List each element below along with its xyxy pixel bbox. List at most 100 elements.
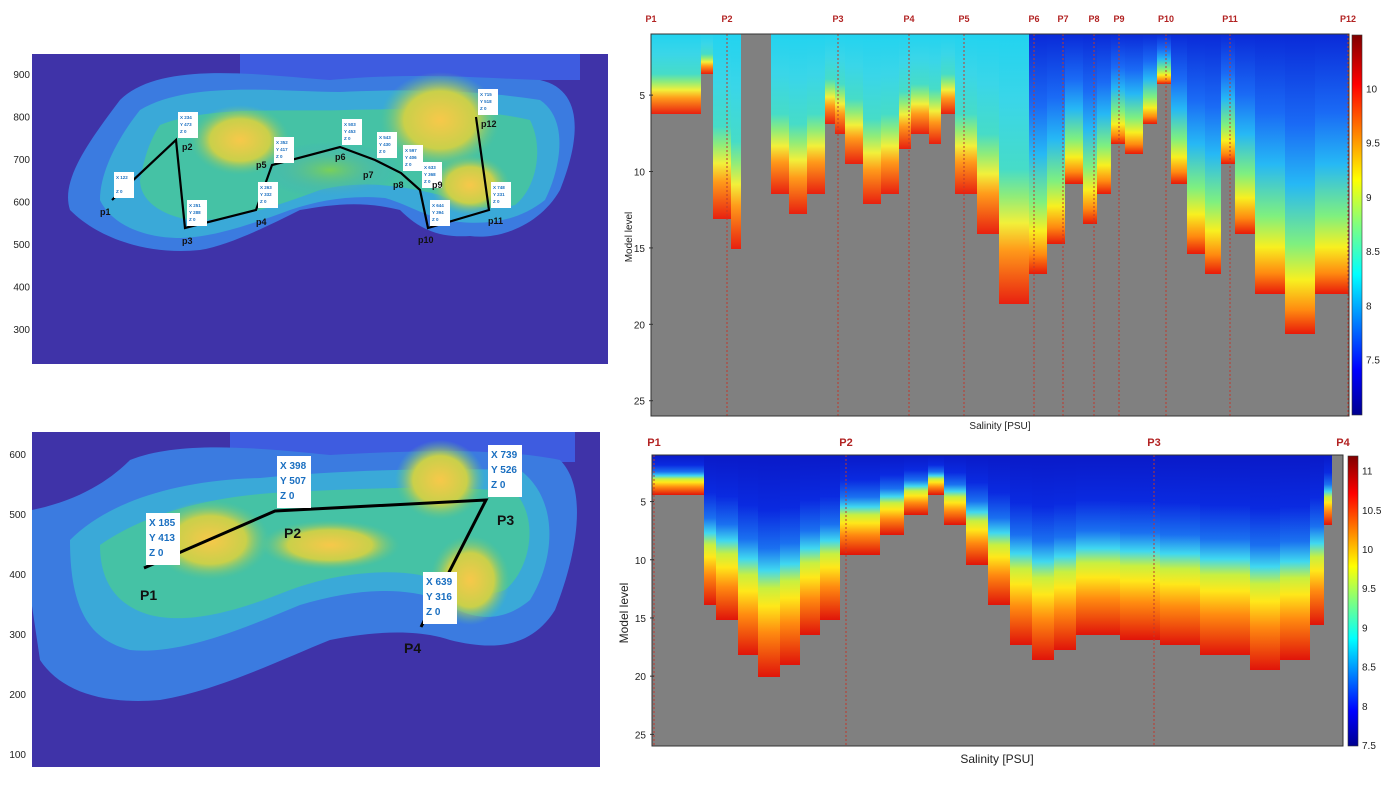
station-label: P2: [721, 14, 732, 24]
coord-value: Y 413: [149, 533, 175, 544]
water-column: [1280, 455, 1310, 660]
colorbar-tick-label: 7.5: [1366, 356, 1380, 367]
y-tick-label: 900: [13, 70, 30, 81]
coord-x: X 234: [180, 115, 192, 120]
y-tick-label: 400: [13, 283, 30, 294]
y-tick-label: 20: [635, 672, 647, 683]
water-column: [1310, 455, 1324, 625]
coord-value: X 739: [491, 450, 518, 461]
station-label: P12: [1340, 14, 1356, 24]
water-column: [1235, 34, 1255, 234]
y-tick-label: 300: [13, 325, 30, 336]
coord-box: [488, 445, 522, 497]
station-label: P4: [1336, 437, 1350, 449]
water-column: [1097, 34, 1111, 194]
water-column: [780, 455, 800, 665]
coord-x: X 251: [189, 203, 201, 208]
coord-box: [423, 572, 457, 624]
water-column: [1083, 34, 1097, 224]
y-tick-label: 200: [9, 690, 26, 701]
y-tick-label: 15: [635, 614, 647, 625]
y-tick-label: 500: [13, 240, 30, 251]
section-bottom-colorbar: [1347, 455, 1359, 747]
y-tick-label: 500: [9, 510, 26, 521]
coord-z: Z 0: [379, 149, 386, 154]
water-column: [1054, 455, 1076, 650]
station-label: p10: [418, 235, 434, 245]
station-label: P4: [903, 14, 914, 24]
map-bottom: 100 200 300 400 500 600 X 185 Y 413 Z 0 P1 X 398 Y…: [9, 432, 600, 767]
water-column: [704, 455, 716, 605]
coord-x: X 715: [480, 92, 492, 97]
map-bottom-warm-2: [395, 440, 485, 520]
water-column: [1047, 34, 1065, 244]
coord-x: X 263: [260, 185, 272, 190]
station-label: P1: [647, 437, 660, 449]
colorbar-tick-label: 9.5: [1362, 584, 1376, 595]
water-column: [1065, 34, 1083, 184]
water-column: [738, 455, 758, 655]
coord-z: Z 0: [180, 129, 187, 134]
water-column: [840, 455, 880, 555]
coord-value: Y 316: [426, 592, 452, 603]
water-column: [713, 34, 731, 219]
map-bottom-warm-4: [260, 520, 400, 570]
water-column: [1032, 455, 1054, 660]
water-column: [1029, 34, 1047, 274]
coord-box: [187, 200, 207, 226]
water-column: [1255, 34, 1285, 294]
coord-box: [403, 145, 423, 171]
section-bottom-colorbar-ticks: 7.5 8 8.5 9 9.5 10 10.5 11: [1362, 467, 1382, 752]
water-column: [731, 34, 741, 249]
water-column: [1120, 455, 1160, 640]
coord-value: X 185: [149, 518, 176, 529]
coord-x: X 644: [432, 203, 444, 208]
coord-z: Z 0: [480, 106, 487, 111]
coord-z: Z 0: [344, 136, 351, 141]
colorbar-tick-label: 8.5: [1362, 663, 1376, 674]
map-bottom-route: X 185 Y 413 Z 0 P1 X 398 Y 507 Z 0 P2 X 739 Y 526…: [140, 445, 522, 656]
coord-y: Y 368: [424, 172, 436, 177]
water-column: [1010, 455, 1032, 645]
coord-value: Z 0: [149, 548, 164, 559]
water-column: [944, 455, 966, 525]
coord-y: Y 417: [276, 147, 288, 152]
coord-z: Z 0: [493, 199, 500, 204]
coord-box: [491, 182, 511, 208]
section-top-colorbar-ticks: 7.5 8 8.5 9 9.5 10: [1366, 84, 1380, 366]
coord-box: [258, 182, 278, 208]
coord-value: X 398: [280, 461, 307, 472]
y-tick-label: 700: [13, 155, 30, 166]
section-top-xlabel: Salinity [PSU]: [969, 421, 1030, 432]
y-tick-label: 600: [9, 450, 26, 461]
coord-z: Z 0: [189, 217, 196, 222]
station-label: P3: [497, 512, 514, 528]
coord-z: Z 0: [116, 189, 123, 194]
section-top-y-axis: 5 10 15 20 25: [634, 91, 653, 408]
section-bottom: P1 P2 P3 P4 5 10 15 20 25 7.5 8 8.5 9 9.5 10 10.5 11 M…: [617, 437, 1382, 766]
water-column: [880, 455, 904, 535]
coord-z: Z 0: [276, 154, 283, 159]
water-column: [820, 455, 840, 620]
water-column: [941, 34, 955, 114]
station-label: p1: [100, 207, 111, 217]
water-column: [977, 34, 999, 234]
colorbar-tick-label: 9: [1366, 193, 1372, 204]
water-column: [1171, 34, 1187, 184]
coord-box: [274, 137, 294, 163]
station-label: p11: [488, 216, 503, 226]
coord-z: Z 0: [260, 199, 267, 204]
section-bottom-xlabel: Salinity [PSU]: [960, 752, 1033, 766]
coord-value: Z 0: [491, 480, 506, 491]
coord-y: Y 453: [344, 129, 356, 134]
coord-box: [342, 119, 362, 145]
station-label: P11: [1222, 14, 1238, 24]
water-column: [835, 34, 845, 134]
station-label: P2: [839, 437, 852, 449]
y-tick-label: 25: [634, 397, 646, 408]
water-column: [807, 34, 825, 194]
station-label: P3: [832, 14, 843, 24]
colorbar-tick-label: 8.5: [1366, 247, 1380, 258]
coord-y: Y 231: [493, 192, 505, 197]
